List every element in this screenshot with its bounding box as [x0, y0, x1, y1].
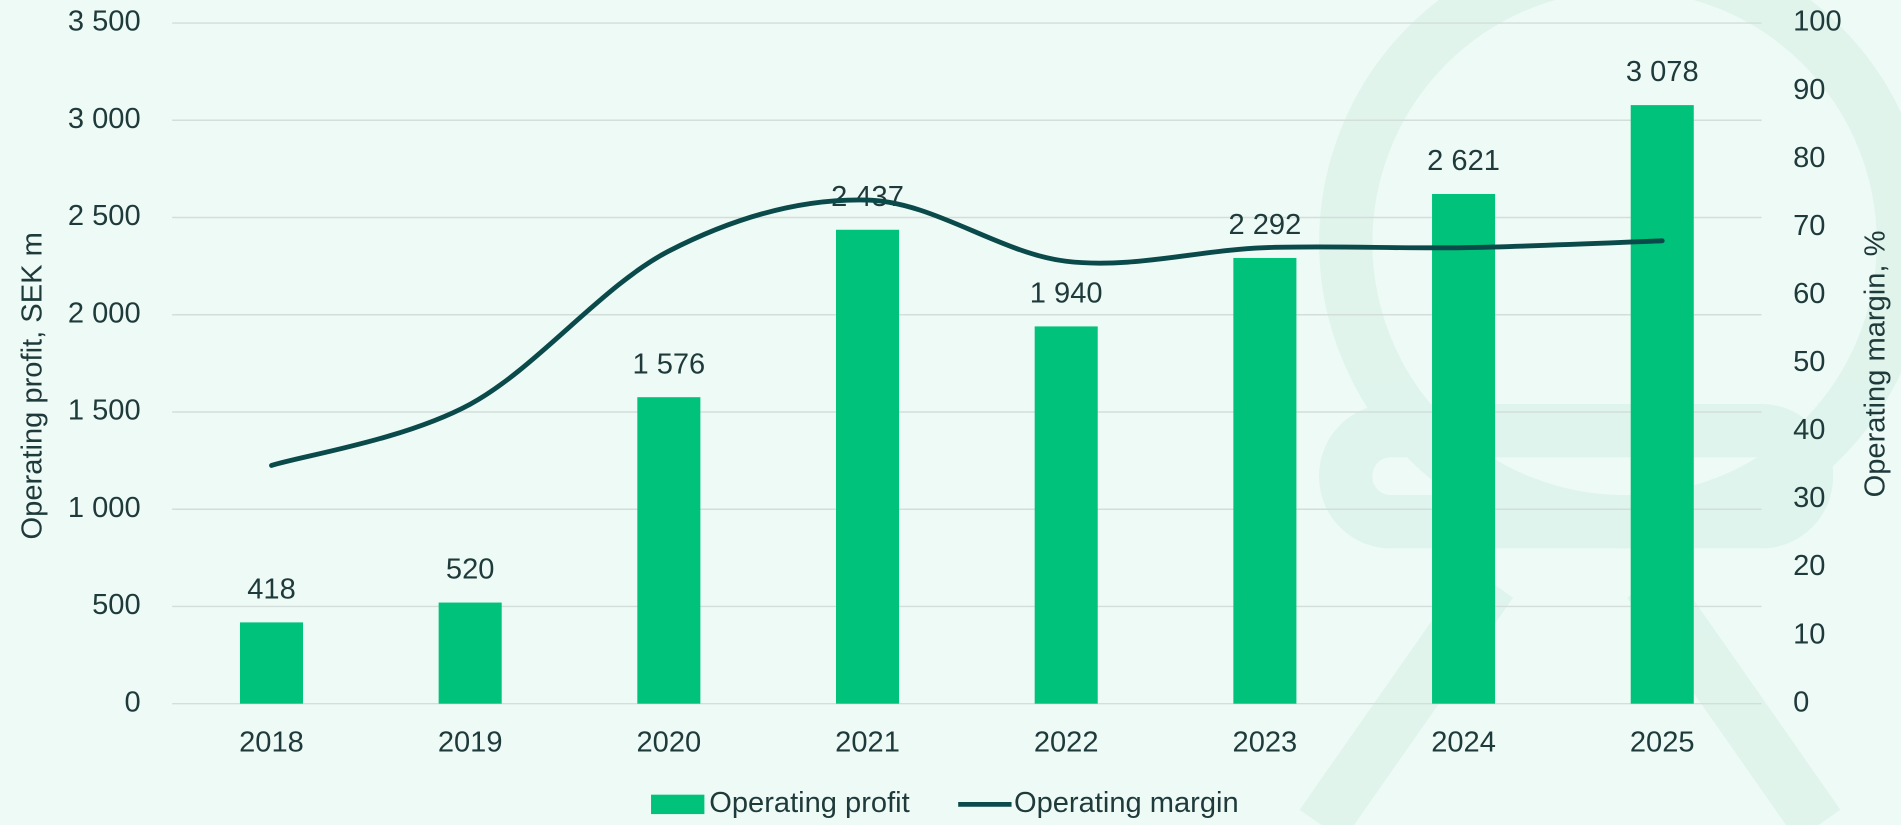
x-tick-label: 2023: [1233, 726, 1298, 758]
y2-tick-label: 90: [1793, 74, 1825, 106]
y2-tick-label: 20: [1793, 550, 1825, 582]
data-label: 2 292: [1228, 209, 1301, 241]
x-tick-label: 2021: [835, 726, 900, 758]
legend-label: Operating profit: [709, 787, 909, 819]
bar: [637, 397, 701, 704]
data-label: 418: [247, 574, 296, 606]
data-label: 2 437: [831, 181, 904, 213]
x-tick-label: 2025: [1630, 726, 1695, 758]
x-tick-label: 2020: [636, 726, 701, 758]
x-tick-label: 2024: [1431, 726, 1496, 758]
y2-tick-label: 100: [1793, 6, 1842, 38]
y-tick-label: 500: [92, 589, 141, 621]
y-tick-label: 3 000: [68, 103, 141, 135]
bar: [1034, 326, 1098, 704]
y2-tick-label: 40: [1793, 414, 1825, 446]
bar: [1233, 257, 1297, 704]
y-tick-label: 3 500: [68, 6, 141, 38]
y-axis-title: Operating profit, SEK m: [17, 232, 49, 539]
legend-swatch: [651, 794, 705, 815]
y2-tick-label: 10: [1793, 618, 1825, 650]
bar: [438, 602, 502, 704]
data-label: 520: [446, 554, 495, 586]
legend-label: Operating margin: [1014, 787, 1239, 819]
y-tick-label: 1 500: [68, 395, 141, 427]
y2-tick-label: 60: [1793, 278, 1825, 310]
data-label: 1 576: [632, 348, 705, 380]
y2-tick-label: 50: [1793, 346, 1825, 378]
bar: [239, 622, 304, 704]
bar: [1630, 105, 1694, 704]
line: [269, 197, 1665, 468]
bar: [1432, 193, 1496, 704]
y2-tick-label: 0: [1793, 686, 1809, 718]
x-tick-label: 2019: [438, 726, 503, 758]
bar: [836, 229, 900, 704]
y-tick-label: 2 500: [68, 200, 141, 232]
data-label: 3 078: [1626, 56, 1699, 88]
y-tick-label: 1 000: [68, 492, 141, 524]
y2-tick-label: 80: [1793, 142, 1825, 174]
y2-tick-label: 70: [1793, 210, 1825, 242]
y2-axis-title: Operating margin, %: [1859, 231, 1891, 498]
x-tick-label: 2018: [239, 726, 304, 758]
x-tick-label: 2022: [1034, 726, 1099, 758]
y2-tick-label: 30: [1793, 482, 1825, 514]
y-tick-label: 0: [124, 686, 140, 718]
data-label: 1 940: [1030, 278, 1103, 310]
y-tick-label: 2 000: [68, 297, 141, 329]
data-label: 2 621: [1427, 145, 1500, 177]
